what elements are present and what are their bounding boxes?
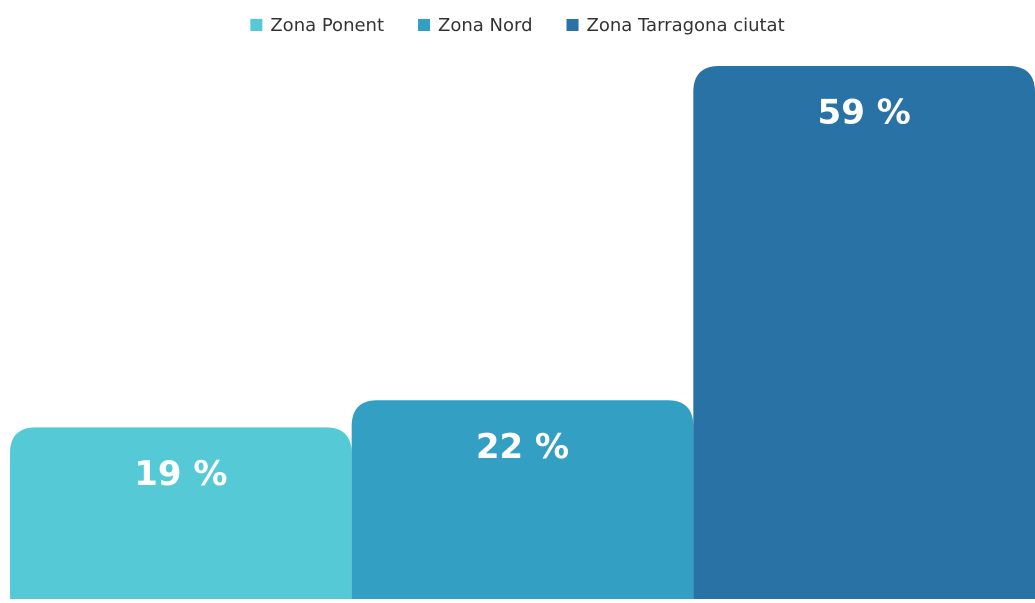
legend-item: Zona Tarragona ciutat (566, 15, 785, 36)
legend-label: Zona Tarragona ciutat (587, 15, 785, 36)
legend-label: Zona Nord (438, 15, 533, 36)
bar (10, 427, 352, 599)
value-label: 22 % (476, 427, 569, 467)
bar (693, 66, 1035, 600)
legend-swatch (566, 19, 579, 31)
legend-item: Zona Nord (418, 15, 533, 36)
bars: 19 % 22 % 59 % (10, 66, 1035, 600)
value-label: 19 % (134, 454, 227, 494)
legend-item: Zona Ponent (250, 15, 384, 36)
legend: Zona Ponent Zona Nord Zona Tarragona ciuta… (250, 15, 785, 36)
legend-label: Zona Ponent (270, 15, 384, 36)
legend-swatch (250, 19, 263, 31)
bar (351, 400, 694, 599)
legend-swatch (418, 19, 431, 31)
value-label: 59 % (818, 93, 911, 133)
